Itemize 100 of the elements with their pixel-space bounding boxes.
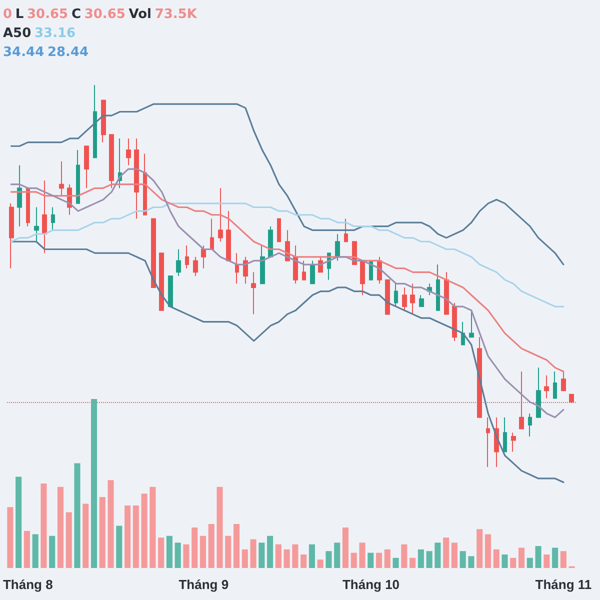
bar <box>174 542 181 568</box>
bar <box>376 552 382 568</box>
bar <box>124 505 131 568</box>
bar <box>476 529 483 568</box>
bar <box>150 486 156 568</box>
x-tick-label: Tháng 8 <box>2 577 53 592</box>
candlestick <box>251 272 256 315</box>
bar <box>141 494 148 568</box>
bar <box>418 549 424 568</box>
bar <box>510 558 516 568</box>
bar <box>334 542 340 568</box>
candlestick <box>34 206 39 242</box>
bar <box>90 399 98 568</box>
candlestick <box>569 394 574 403</box>
bar <box>275 544 282 568</box>
text: 0 L 30.65 C 30.65 Vol 73.5K <box>3 7 198 22</box>
bar <box>99 497 106 568</box>
bar <box>158 538 164 568</box>
candlestick <box>76 149 80 204</box>
bar <box>484 534 492 568</box>
bar <box>132 505 139 568</box>
candlestick <box>293 244 298 284</box>
bar <box>40 484 47 568</box>
candlestick <box>42 180 47 254</box>
bar <box>368 552 374 568</box>
bar <box>460 551 466 568</box>
candlestick <box>210 218 214 250</box>
bar <box>225 536 232 568</box>
bar <box>200 536 206 568</box>
candlestick <box>394 283 398 308</box>
candlestick <box>201 244 206 269</box>
bar <box>326 551 332 568</box>
bar <box>552 548 558 568</box>
bar <box>300 554 307 568</box>
text: 34.44 28.44 <box>3 45 89 60</box>
candlestick <box>9 202 14 269</box>
bar <box>183 544 190 568</box>
bar <box>526 558 533 568</box>
bar <box>74 463 80 568</box>
candlestick <box>151 218 156 288</box>
candlestick <box>469 310 474 338</box>
bar <box>359 542 366 568</box>
candlestick <box>344 218 348 242</box>
bar <box>350 552 357 568</box>
bar <box>443 538 450 568</box>
candlestick <box>503 416 507 452</box>
candlestick <box>126 138 131 166</box>
bar <box>7 507 14 568</box>
candlestick <box>419 294 424 308</box>
bar <box>560 551 566 568</box>
candlestick <box>536 367 541 418</box>
bar <box>49 536 56 568</box>
bar <box>401 544 408 568</box>
bar <box>108 480 114 568</box>
bar <box>308 544 315 568</box>
bar <box>82 504 89 568</box>
bar <box>57 486 64 568</box>
candlestick <box>168 276 173 308</box>
candlestick <box>452 302 457 342</box>
bar <box>292 544 298 568</box>
candlestick <box>226 210 231 262</box>
candlestick <box>302 260 306 280</box>
candlestick <box>17 164 22 227</box>
candlestick <box>193 256 198 276</box>
x-tick-label: Tháng 10 <box>342 577 400 592</box>
candlestick <box>235 252 239 284</box>
bar <box>32 534 38 568</box>
bar <box>66 512 72 568</box>
candlestick <box>360 260 365 296</box>
bar <box>242 549 248 568</box>
candlestick <box>528 413 532 437</box>
candlestick <box>277 218 281 242</box>
bar <box>426 551 432 568</box>
candlestick <box>544 374 549 399</box>
bar <box>233 524 240 568</box>
candlestick <box>176 248 181 276</box>
bar <box>250 539 256 568</box>
bar <box>544 554 550 568</box>
candlestick <box>511 432 516 452</box>
candlestick <box>410 283 415 315</box>
bar <box>502 554 508 568</box>
candlestick <box>486 416 490 468</box>
candlestick <box>134 138 139 220</box>
bar <box>216 486 223 568</box>
bar <box>192 527 198 568</box>
candlestick <box>93 84 97 158</box>
bar <box>384 549 390 568</box>
candlestick <box>218 188 223 242</box>
candlestick <box>51 206 55 231</box>
x-tick-label: Tháng 9 <box>178 577 229 592</box>
bar <box>258 542 265 568</box>
bar <box>317 560 324 568</box>
bar <box>410 558 416 568</box>
candlestick <box>436 264 440 311</box>
candlestick <box>59 160 64 196</box>
bar <box>342 527 349 568</box>
candlestick <box>26 188 30 227</box>
candlestick <box>444 272 449 315</box>
candlestick <box>519 371 524 430</box>
candlestick <box>310 260 315 284</box>
